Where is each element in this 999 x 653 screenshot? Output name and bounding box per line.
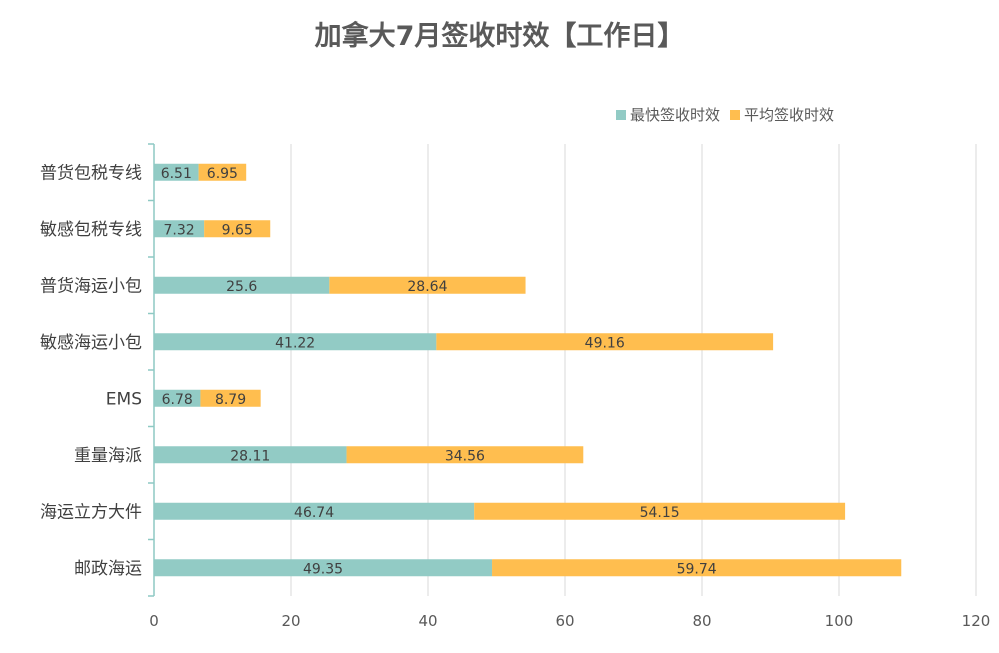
x-tick-label: 80 <box>692 612 711 630</box>
x-tick-label: 20 <box>281 612 300 630</box>
x-tick-label: 0 <box>149 612 159 630</box>
gridlines <box>290 144 977 596</box>
legend-label-fastest: 最快签收时效 <box>630 106 721 124</box>
x-tick-label: 100 <box>825 612 854 630</box>
x-tick-label: 60 <box>555 612 574 630</box>
data-label-fastest: 49.35 <box>303 561 343 577</box>
y-tick-label: 海运立方大件 <box>40 502 142 522</box>
bar-average <box>329 276 526 294</box>
y-tick-label: 普货包税专线 <box>40 163 142 183</box>
legend-swatch-average <box>730 109 741 120</box>
data-label-fastest: 25.6 <box>226 279 257 295</box>
legend-item-fastest: 最快签收时效 <box>616 104 720 125</box>
data-label-average: 6.95 <box>207 166 238 182</box>
bar-average <box>346 446 584 464</box>
bar-average <box>436 333 774 351</box>
data-label-average: 9.65 <box>222 222 253 238</box>
data-label-average: 8.79 <box>215 392 246 408</box>
data-label-fastest: 28.11 <box>230 448 270 464</box>
y-tick-label: 邮政海运 <box>74 559 142 579</box>
bars: 6.51 6.95 7.32 9.65 25.6 28.64 41.22 49.16 6.78 8… <box>154 163 902 577</box>
bar-fastest <box>154 220 205 238</box>
data-label-average: 54.15 <box>640 505 680 521</box>
bar-fastest <box>154 163 199 181</box>
legend-label-average: 平均签收时效 <box>744 106 835 124</box>
bar-fastest <box>154 559 493 577</box>
legend-item-average: 平均签收时效 <box>730 104 834 125</box>
bar-fastest <box>154 389 201 407</box>
bar-average <box>492 559 902 577</box>
data-label-average: 49.16 <box>585 335 625 351</box>
y-tick-label: 重量海派 <box>74 446 142 466</box>
bar-average <box>474 502 846 520</box>
data-label-fastest: 7.32 <box>163 222 194 238</box>
y-tick-label: 敏感包税专线 <box>40 220 142 240</box>
data-label-average: 28.64 <box>407 279 447 295</box>
x-tick-label: 120 <box>962 612 991 630</box>
chart-title: 加拿大7月签收时效【工作日】 <box>314 21 685 52</box>
bar-fastest <box>154 502 475 520</box>
y-tick-label: 普货海运小包 <box>40 276 142 296</box>
bar-fastest <box>154 333 437 351</box>
legend: 最快签收时效 平均签收时效 <box>616 104 844 125</box>
bar-average <box>200 389 261 407</box>
data-label-fastest: 41.22 <box>275 335 315 351</box>
data-label-average: 59.74 <box>677 561 717 577</box>
bar-average <box>198 163 247 181</box>
bar-fastest <box>154 276 330 294</box>
bar-average <box>204 220 271 238</box>
legend-swatch-fastest <box>616 109 626 120</box>
y-tick-label: EMS <box>106 389 142 409</box>
x-tick-label: 40 <box>418 612 437 630</box>
data-label-fastest: 46.74 <box>294 505 334 521</box>
data-label-fastest: 6.51 <box>161 166 192 182</box>
data-label-fastest: 6.78 <box>162 392 193 408</box>
data-label-average: 34.56 <box>445 448 485 464</box>
y-tick-label: 敏感海运小包 <box>40 333 142 353</box>
bar-fastest <box>154 446 347 464</box>
